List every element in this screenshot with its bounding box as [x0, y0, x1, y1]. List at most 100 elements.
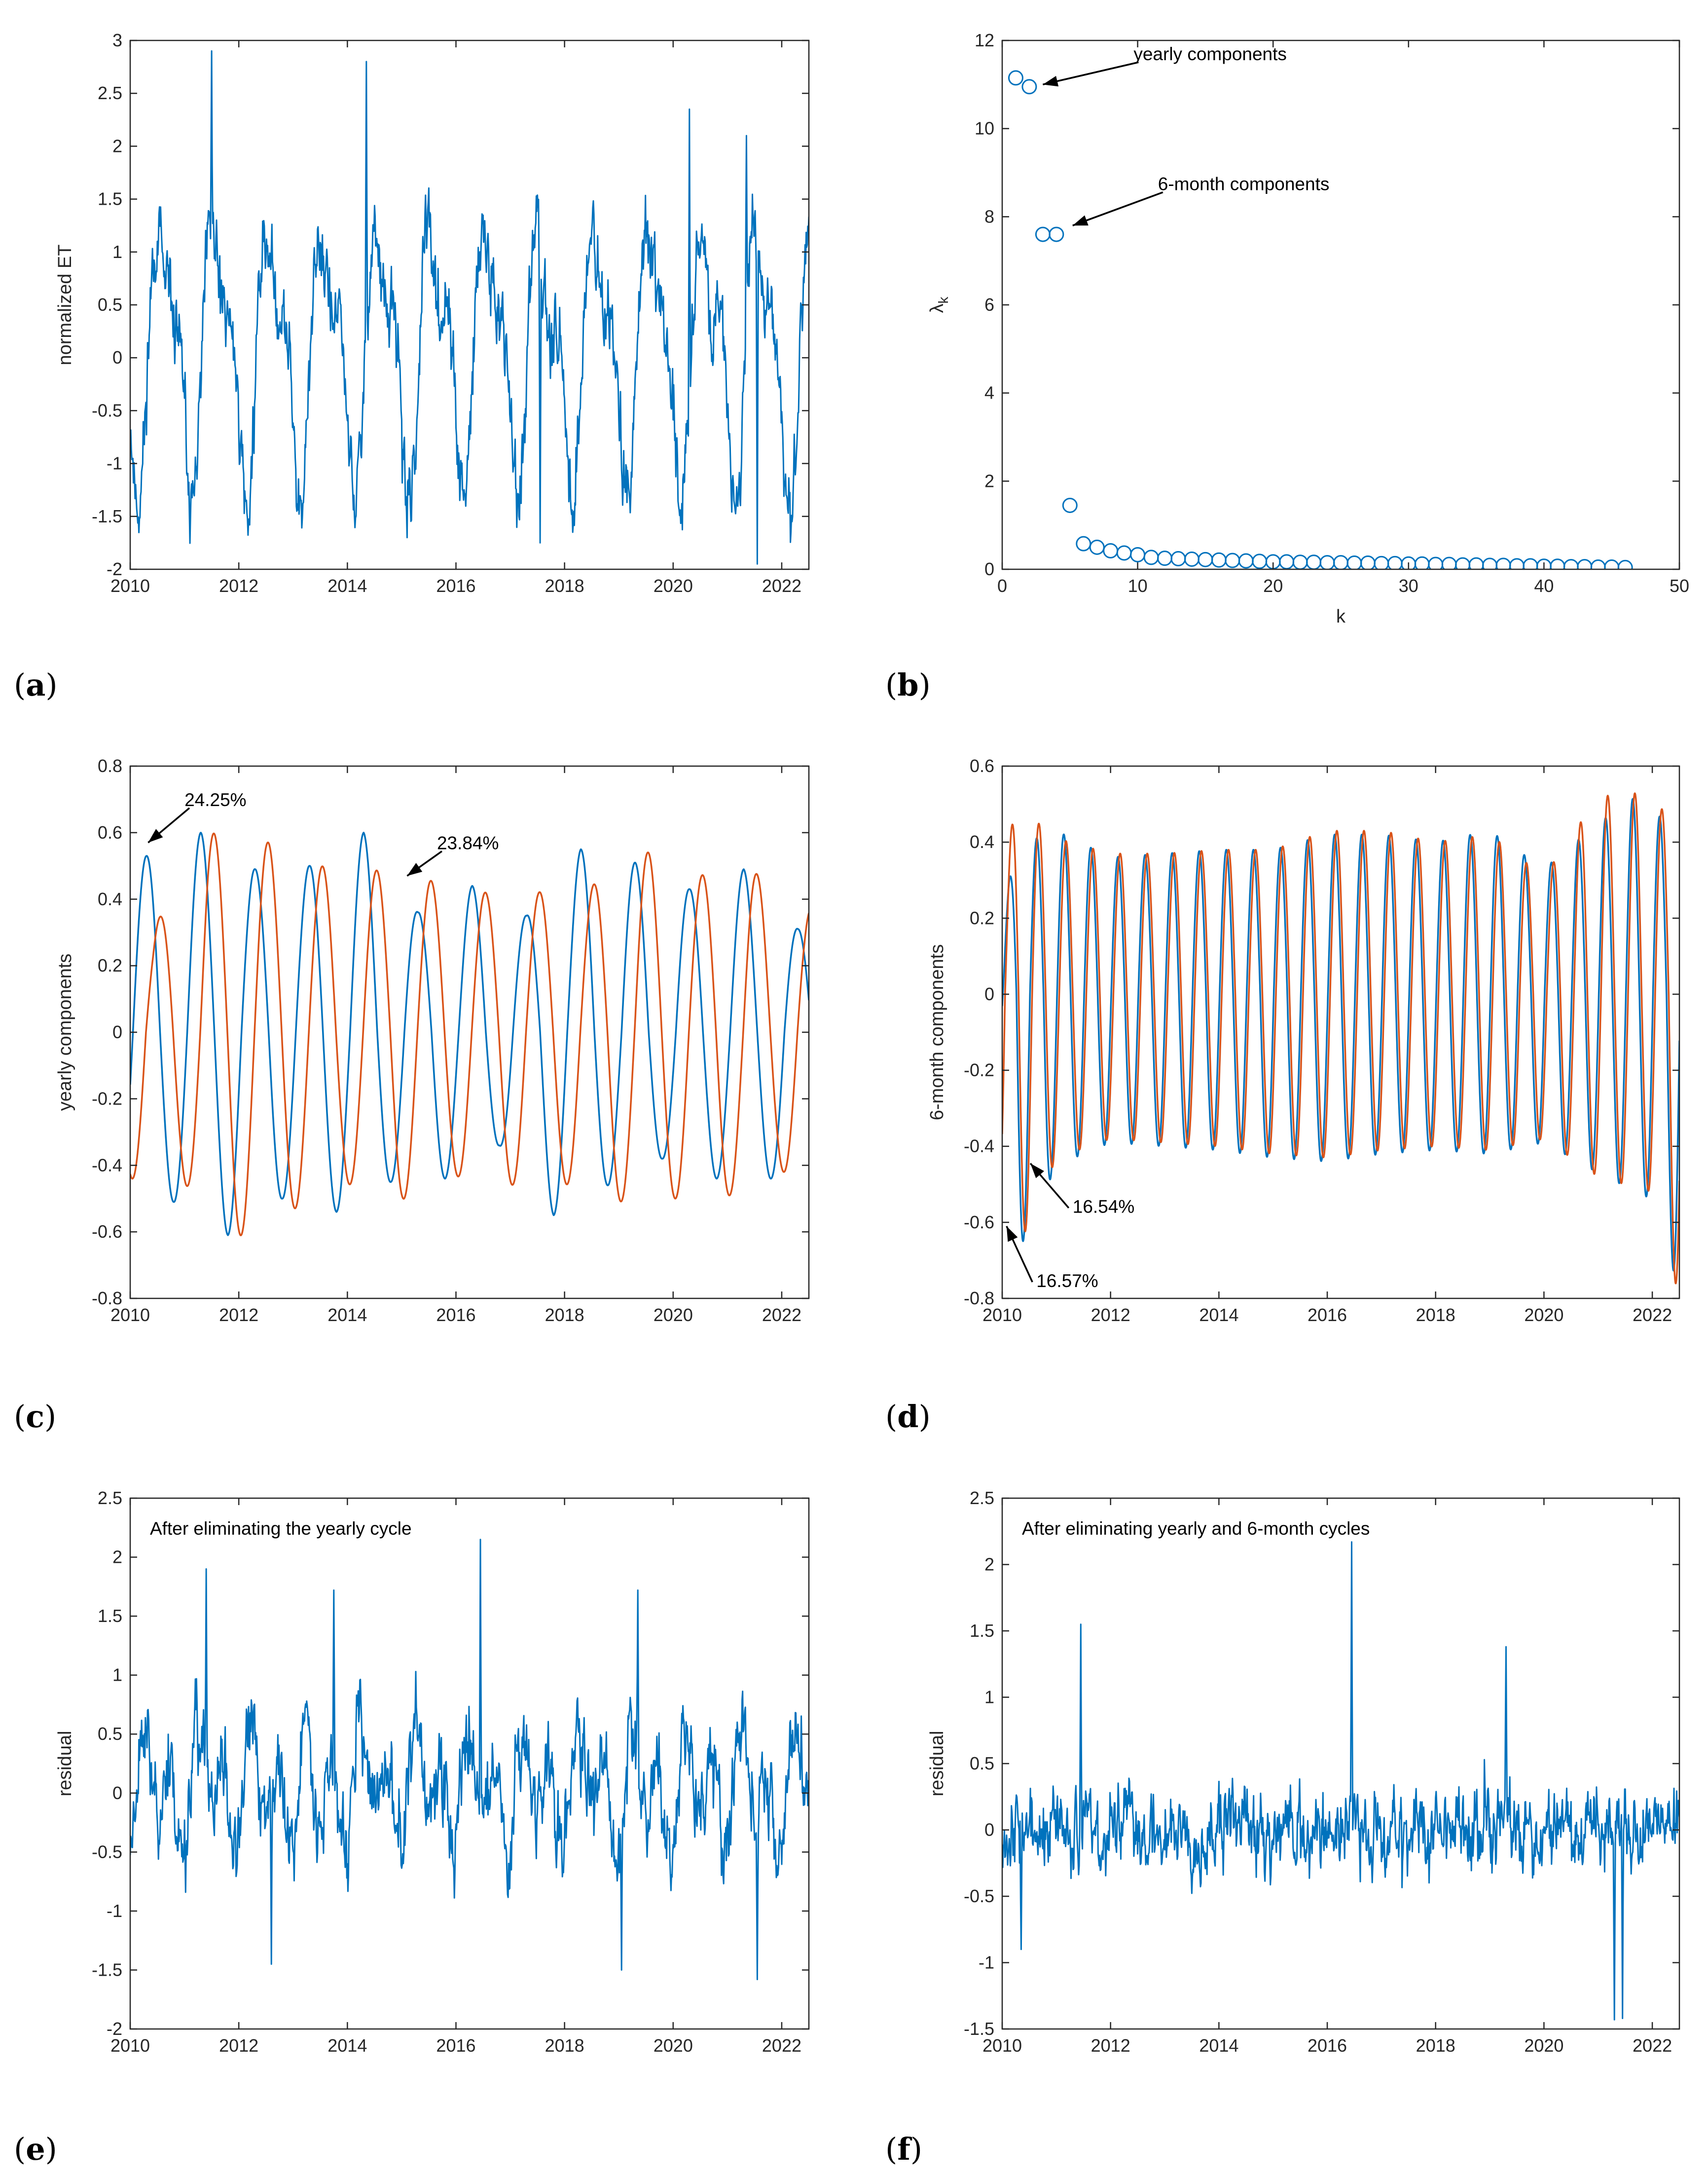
y-tick-label: -1 [107, 1901, 122, 1921]
y-axis-label: residual [55, 1731, 75, 1796]
x-tick-label: 2016 [1308, 1305, 1347, 1325]
scatter-point [1563, 559, 1579, 569]
x-tick-label: 2010 [110, 2035, 150, 2056]
x-tick-label: 2010 [110, 1305, 150, 1325]
scatter-point [1238, 553, 1254, 569]
y-tick-label: 2.5 [98, 1488, 122, 1508]
y-tick-label: 1 [112, 242, 122, 262]
y-tick-label: -0.5 [92, 400, 122, 420]
x-tick-label: 2022 [762, 2035, 801, 2056]
scatter-point [1076, 536, 1091, 552]
x-tick-label: 10 [1128, 576, 1148, 596]
scatter-point [1157, 551, 1173, 566]
scatter-point [1252, 553, 1268, 569]
x-tick-label: 2014 [1199, 2035, 1238, 2056]
scatter-point [1495, 557, 1511, 569]
scatter-point [1130, 547, 1146, 563]
x-tick-label: 2020 [1524, 1305, 1563, 1325]
y-tick-label: 0.2 [98, 956, 122, 976]
y-tick-label: 0.4 [98, 889, 122, 909]
scatter-point [1550, 558, 1565, 569]
plot-area [1002, 1541, 1679, 2021]
annotation: 6-month components [1072, 174, 1330, 226]
y-tick-label: -1 [979, 1953, 994, 1973]
y-tick-label: 10 [975, 118, 994, 139]
annotation-text: 23.84% [437, 833, 499, 853]
y-tick-label: 2 [984, 471, 994, 491]
y-tick-label: -1.5 [92, 1959, 122, 1980]
x-tick-label: 2022 [762, 1305, 801, 1325]
y-tick-label: 2.5 [970, 1488, 994, 1508]
scatter-point [1387, 555, 1403, 569]
plot-area [1008, 70, 1633, 569]
y-tick-label: 0 [984, 984, 994, 1004]
axes-box [1001, 1497, 1680, 2030]
annotation-text: 6-month components [1158, 174, 1330, 194]
x-tick-label: 2016 [436, 576, 475, 596]
y-axis-label: residual [927, 1731, 947, 1796]
plot-area [1002, 792, 1679, 1285]
chart-panel-d: 2010 2012 2014 2016 2018 2020 2022 -0.8 -0.6 -0.4… [885, 756, 1680, 1435]
chart-panel-b: 0 10 20 30 40 50 0 2 4 6 8 10 12 λk k yearly components… [885, 30, 1689, 703]
scatter-point [1279, 554, 1295, 569]
x-tick-label: 2022 [762, 576, 801, 596]
y-tick-label: -0.4 [92, 1155, 122, 1175]
scatter-point [1049, 226, 1064, 242]
y-tick-label: 0 [984, 1820, 994, 1840]
y-tick-label: -1.5 [92, 506, 122, 526]
y-tick-label: -0.6 [92, 1221, 122, 1242]
annotation: yearly components [1042, 44, 1287, 87]
axes-box [129, 39, 810, 570]
x-tick-label: 2012 [219, 1305, 258, 1325]
x-tick-label: 2018 [545, 2035, 584, 2056]
y-tick-label: -0.5 [92, 1842, 122, 1862]
axes-box [1001, 39, 1680, 570]
y-tick-label: -0.2 [92, 1088, 122, 1108]
y-tick-label: 0.5 [98, 1724, 122, 1744]
y-tick-label: 0.4 [970, 832, 994, 852]
scatter-point [1306, 554, 1322, 569]
x-tick-label: 2012 [219, 2035, 258, 2056]
x-tick-label: 2018 [1416, 1305, 1455, 1325]
scatter-point [1170, 551, 1186, 567]
x-tick-label: 2010 [982, 1305, 1022, 1325]
y-tick-label: -2 [107, 2019, 122, 2039]
series-line-1 [130, 50, 809, 565]
x-tick-label: 50 [1670, 576, 1689, 596]
y-axis-label: yearly components [55, 954, 75, 1111]
scatter-point [1374, 555, 1389, 569]
scatter-point [1089, 539, 1105, 555]
chart-title: After eliminating the yearly cycle [150, 1518, 412, 1539]
chart-panel-f: 2010 2012 2014 2016 2018 2020 2022 -1.5 -1 -0.5 0 0… [885, 1488, 1680, 2167]
x-tick-label: 2014 [327, 2035, 367, 2056]
chart-panel-c: 2010 2012 2014 2016 2018 2020 2022 -0.8 -0.6 -0.4… [14, 756, 810, 1435]
x-tick-label: 2010 [982, 2035, 1022, 2056]
x-tick-label: 20 [1263, 576, 1283, 596]
scatter-point [1523, 558, 1538, 569]
x-tick-label: 2012 [219, 576, 258, 596]
scatter-point [1062, 497, 1078, 513]
y-tick-label: 1 [984, 1687, 994, 1707]
x-tick-label: 2022 [1633, 2035, 1672, 2056]
chart-panel-a: 2010 2012 2014 2016 2018 2020 2022 -2 -1.5 -1 -0.5… [14, 30, 810, 703]
scatter-point [1292, 554, 1308, 569]
scatter-point [1604, 559, 1620, 569]
scatter-point [1198, 552, 1213, 567]
y-tick-label: 2.5 [98, 83, 122, 103]
x-tick-label: 0 [997, 576, 1007, 596]
scatter-point [1617, 559, 1633, 569]
plot-area [130, 832, 809, 1236]
annotation: 16.57% [1006, 1225, 1098, 1291]
x-tick-label: 2016 [1308, 2035, 1347, 2056]
annotation: 24.25% [147, 790, 247, 844]
y-tick-label: 0.5 [970, 1753, 994, 1773]
y-axis-label: 6-month components [927, 944, 947, 1120]
series-line-2 [1002, 792, 1679, 1285]
axes-box [129, 1497, 810, 2030]
y-tick-label: -2 [107, 559, 122, 579]
y-tick-label: 8 [984, 206, 994, 226]
y-tick-label: 2 [112, 136, 122, 156]
y-tick-label: -0.8 [964, 1288, 994, 1308]
panel-label: (c) [14, 1399, 56, 1435]
